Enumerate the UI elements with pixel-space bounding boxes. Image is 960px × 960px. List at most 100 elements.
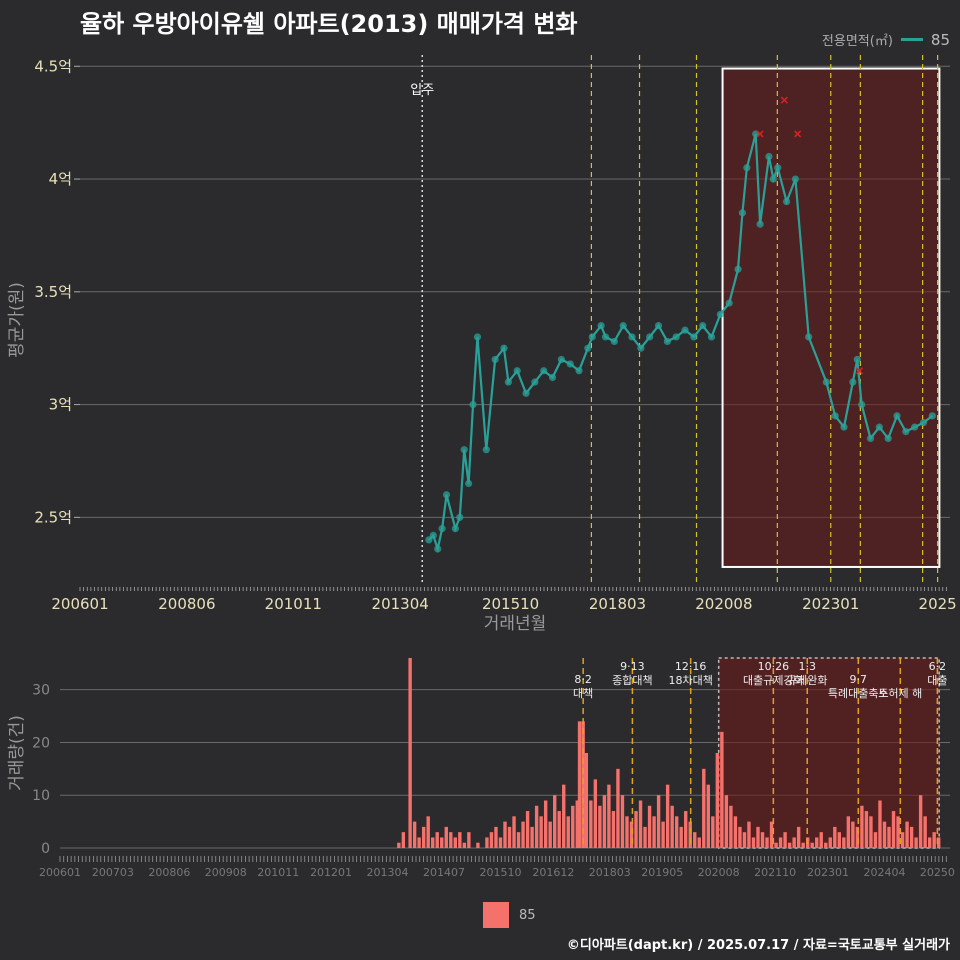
policy-label: 토허제 해 [878,686,922,700]
x-tick-label: 20250 [920,866,955,879]
data-point [442,491,451,499]
data-point [831,412,839,420]
volume-bar [575,800,579,848]
volume-bar [756,826,760,848]
volume-bar [837,832,842,848]
volume-bar [937,837,941,848]
volume-bar [512,816,516,848]
volume-bar [571,805,575,848]
data-point [681,326,689,334]
x-tick-label: 201510 [482,595,539,613]
volume-bar [661,821,665,848]
policy-label: 대책 [573,687,593,700]
footer-credit: ©디아파트(dapt.kr) / 2025.07.17 / 자료=국토교통부 실… [566,938,950,953]
volume-bar [679,826,683,848]
volume-bar [819,832,823,848]
volume-bar [932,832,936,848]
legend-line-swatch [900,38,923,41]
volume-bar [792,837,796,848]
volume-bar [724,795,729,848]
legend-top-title: 전용면적(㎡) [821,34,893,49]
volume-bar [801,842,805,848]
volume-bar [923,816,927,848]
volume-bar [747,821,751,848]
volume-bar [408,658,412,848]
volume-bar [855,826,860,848]
volume-bar [577,721,582,848]
data-point [690,333,698,341]
volume-bar [896,816,900,848]
data-point [738,209,747,217]
volume-bar [927,837,932,848]
volume-bar [684,811,688,848]
data-point [805,333,813,341]
data-point [672,333,680,341]
data-point [893,412,901,420]
data-point [500,344,508,352]
volume-bar [878,800,882,848]
x-tick-label: 200908 [205,866,247,879]
volume-bar [616,768,620,848]
volume-bar [693,832,697,848]
legend-top: 전용면적(㎡) 85 [821,30,950,50]
data-point [866,434,875,443]
volume-bar [620,795,625,848]
data-point [765,152,773,161]
volume-bar [697,837,701,848]
volume-bar [421,826,426,848]
volume-bar [751,837,756,848]
volume-bar [711,816,715,848]
x-tick-label: 201612 [532,866,574,879]
x-tick-label: 202008 [695,595,752,613]
x-tick-label: 200601 [51,595,108,613]
x-tick-label: 201304 [372,595,429,613]
data-point [469,400,477,409]
data-point [429,531,437,539]
volume-bar [688,821,692,848]
volume-bar [494,826,498,848]
volume-bar [553,795,557,848]
data-point [646,333,654,341]
volume-bar [417,837,421,848]
x-tick-label: 202008 [698,866,740,879]
data-point [822,378,830,386]
data-point [531,378,539,386]
volume-bar [507,826,512,848]
marker-x [780,96,788,104]
legend-bottom-value: 85 [519,907,536,923]
volume-bar [435,832,439,848]
volume-bar [824,842,828,848]
volume-bar [602,795,607,848]
volume-bar [581,721,585,848]
data-point [928,412,936,420]
marker-x-stroke [780,96,788,104]
volume-bar [638,800,643,848]
volume-bar [453,837,457,848]
data-point [557,355,565,364]
data-point [654,322,663,330]
policy-date: 10·26 [758,660,790,673]
x-tick-label: 202301 [807,866,849,879]
policy-date: 9·7 [850,673,868,686]
data-point [438,525,446,533]
highlight-box [717,657,940,849]
volume-bar [516,832,521,848]
data-point [434,545,442,553]
data-point [743,164,751,172]
x-tick-label: 2025 [919,595,957,613]
volume-bar [738,826,742,848]
volume-bar [891,811,896,848]
volume-bar [629,821,634,848]
data-point [513,367,521,375]
volume-bar [864,811,869,848]
policy-label: 대출규제강화 [743,674,804,687]
data-point [699,322,707,330]
volume-bar [674,816,679,848]
volume-bar [720,731,724,848]
data-point [756,220,764,228]
volume-bar [607,784,611,848]
data-point [566,360,574,368]
y-tick-label: 4.5억 [34,57,72,75]
